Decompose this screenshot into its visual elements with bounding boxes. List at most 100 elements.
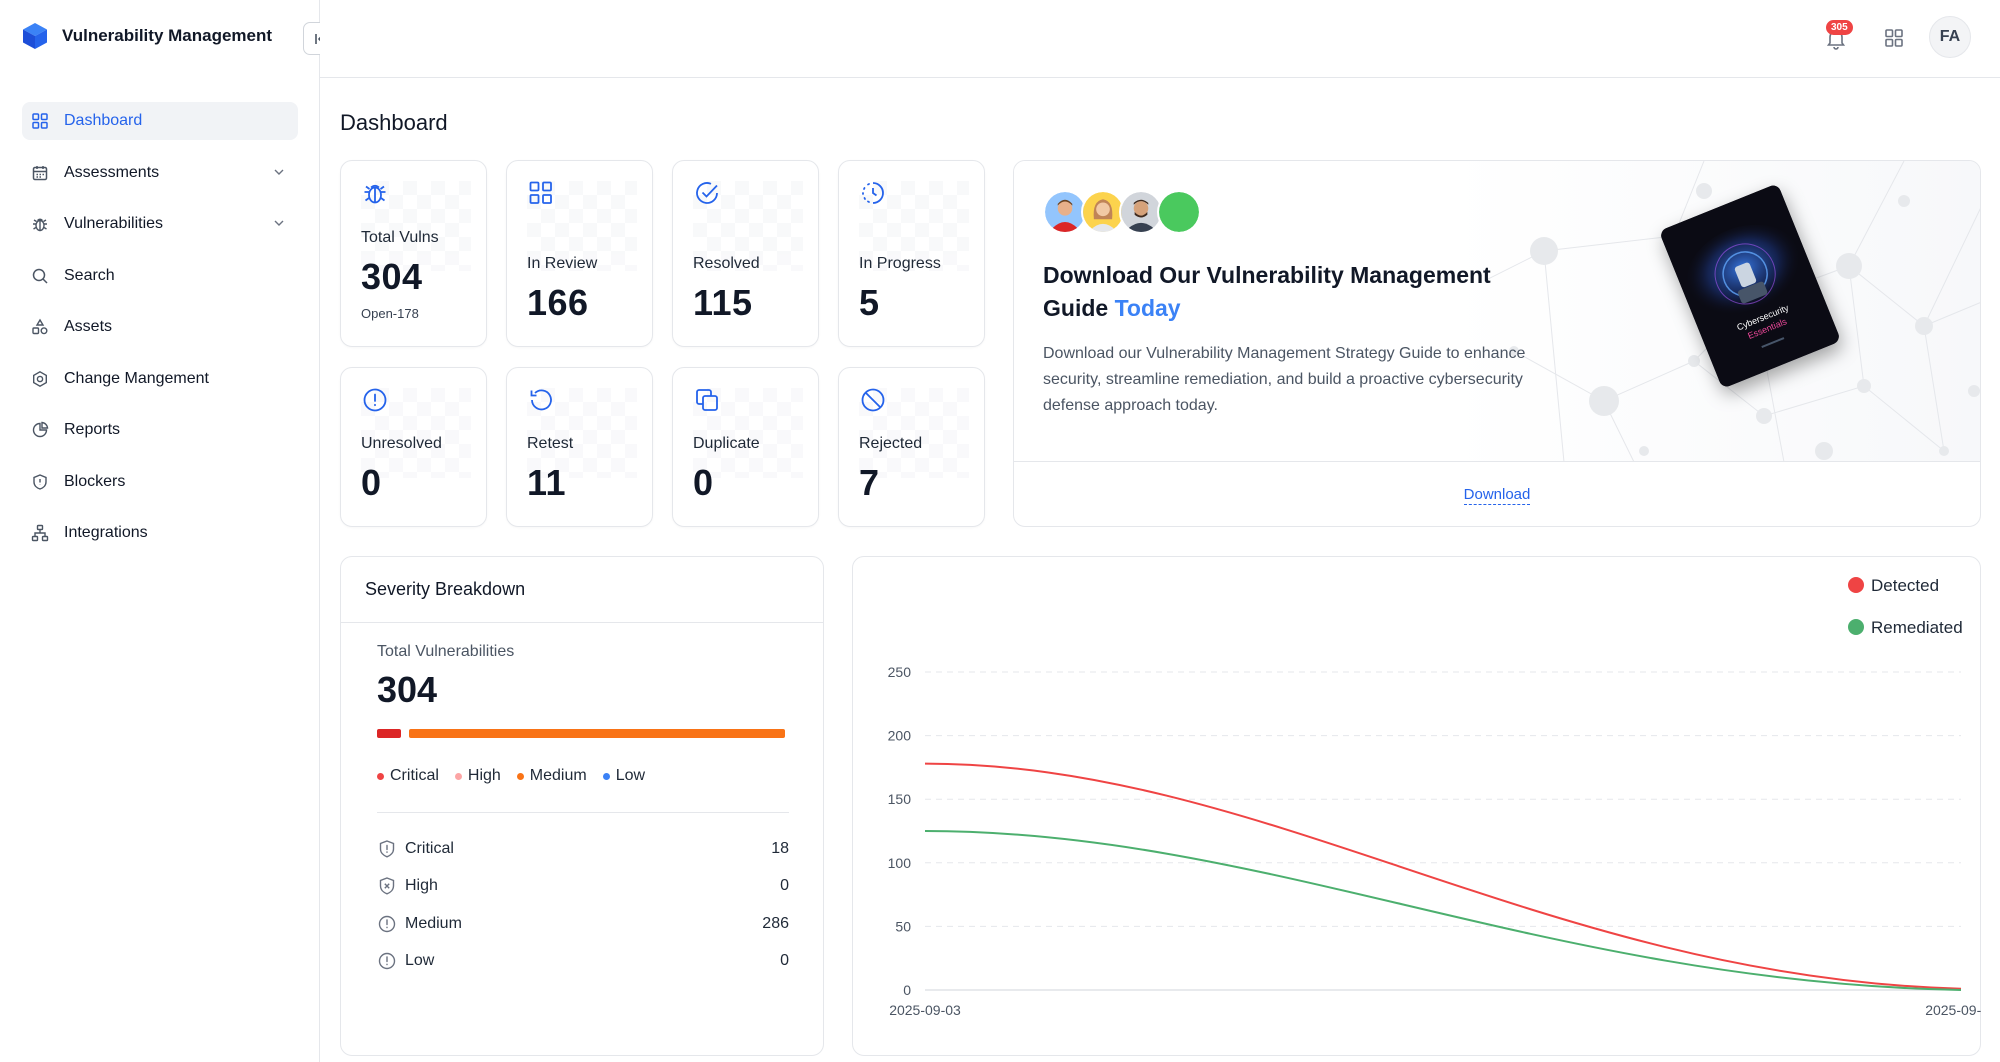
stat-label: Unresolved: [361, 435, 442, 452]
stat-card-in-progress[interactable]: In Progress 5: [838, 160, 985, 347]
notification-badge: 305: [1826, 20, 1853, 35]
severity-row-label: Low: [405, 952, 435, 970]
sidebar-item-reports[interactable]: Reports: [22, 411, 298, 449]
stat-value: 7: [859, 462, 880, 503]
stat-card-retest[interactable]: Retest 11: [506, 367, 653, 527]
sidebar-item-label: Reports: [64, 421, 121, 438]
bug-icon: [30, 214, 50, 234]
trend-chart-card: 0 50 100 150 200 250 2025-09-03 2025-09-12 Detec…: [852, 556, 1982, 1056]
sidebar-item-assessments[interactable]: Assessments: [22, 154, 298, 192]
severity-row-value: 0: [780, 952, 789, 970]
sidebar-item-label: Vulnerabilities: [64, 215, 164, 232]
legend-label: Medium: [529, 767, 587, 784]
shield-icon: [30, 472, 50, 492]
stat-label: Resolved: [693, 255, 760, 272]
legend-item-high: High: [454, 767, 501, 785]
clock-dashed-icon: [862, 182, 884, 204]
severity-list: Critical 18 High 0 Medium 286 Low 0: [377, 830, 789, 980]
card-pattern: [527, 388, 637, 478]
stat-value: 115: [693, 282, 753, 323]
brand[interactable]: Vulnerability Management: [22, 22, 272, 50]
sidebar-item-dashboard[interactable]: Dashboard: [22, 102, 298, 140]
download-link-wrapper: Download: [1014, 486, 1980, 505]
legend-label: Low: [615, 767, 646, 784]
ebook-cover: Cybersecurity Essentials: [1658, 183, 1842, 389]
stat-label: Total Vulns: [361, 229, 439, 246]
legend-dot: [377, 772, 384, 780]
ebook-art: Cybersecurity Essentials: [1658, 183, 1842, 389]
download-link[interactable]: Download: [1463, 486, 1531, 505]
sidebar-item-label: Dashboard: [64, 112, 143, 129]
pie-chart-icon: [30, 420, 50, 440]
guide-promo-card: Cybersecurity Essentials Download Our Vu…: [1013, 160, 1981, 527]
stat-label: In Review: [527, 255, 598, 272]
stat-value: 5: [859, 282, 880, 323]
stat-card-total-vulns[interactable]: Total Vulns 304 Open-178: [340, 160, 487, 347]
severity-row-value: 286: [762, 914, 789, 932]
severity-row-critical: Critical 18: [377, 830, 789, 868]
stat-value: 0: [693, 462, 714, 503]
severity-breakdown-card: Severity Breakdown Total Vulnerabilities…: [340, 556, 824, 1056]
sidebar-item-vulnerabilities[interactable]: Vulnerabilities: [22, 205, 298, 243]
card-pattern: [693, 181, 803, 271]
severity-row-value: 0: [780, 877, 789, 895]
severity-subtitle: Total Vulnerabilities: [377, 643, 515, 660]
sidebar-item-label: Assets: [64, 318, 113, 335]
topbar: [320, 0, 2000, 78]
card-pattern: [361, 388, 471, 478]
severity-progress-bar: [377, 729, 785, 738]
legend-marker: [1848, 619, 1864, 635]
divider: [377, 812, 789, 813]
shield-alert-icon: [379, 840, 395, 858]
severity-row-low: Low 0: [377, 943, 789, 981]
sidebar-item-label: Change Mangement: [64, 369, 209, 387]
severity-row-label: High: [405, 877, 438, 895]
legend-label: Detected: [1871, 576, 1939, 595]
severity-legend: Critical High Medium Low: [377, 767, 645, 785]
copy-icon: [696, 389, 718, 411]
stat-card-in-review[interactable]: In Review 166: [506, 160, 653, 347]
person-avatar-1: [1043, 190, 1087, 234]
chevron-down-icon[interactable]: [272, 216, 286, 230]
promo-title: Download Our Vulnerability Management Gu…: [1043, 259, 1523, 325]
sidebar-item-label: Assessments: [64, 163, 160, 181]
card-pattern: [859, 388, 969, 478]
sidebar-item-change-management[interactable]: Change Mangement: [22, 360, 298, 398]
user-avatar[interactable]: FA: [1929, 16, 1971, 58]
stat-value: 166: [527, 282, 589, 323]
legend-item-low: Low: [602, 767, 646, 785]
severity-row-value: 18: [771, 839, 789, 857]
apps-grid-icon[interactable]: [1882, 26, 1906, 50]
severity-title: Severity Breakdown: [341, 557, 823, 623]
y-tick-label: 150: [888, 791, 912, 807]
sidebar-item-search[interactable]: Search: [22, 257, 298, 295]
sidebar-item-blockers[interactable]: Blockers: [22, 463, 298, 501]
legend-dot: [454, 772, 462, 780]
y-tick-label: 50: [895, 918, 911, 934]
sidebar-item-integrations[interactable]: Integrations: [22, 514, 298, 552]
alert-circle-icon: [363, 388, 387, 412]
stat-card-resolved[interactable]: Resolved 115: [672, 160, 819, 347]
chevron-down-icon[interactable]: [272, 165, 286, 179]
settings-hex-icon: [30, 369, 50, 389]
bug-icon: [364, 184, 386, 204]
promo-title-accent: Today: [1114, 295, 1181, 321]
series-line-remediated: [924, 830, 1962, 991]
stat-label: Duplicate: [693, 435, 760, 452]
legend-item-medium: Medium: [516, 767, 587, 785]
severity-row-label: Medium: [405, 914, 462, 932]
sidebar-item-assets[interactable]: Assets: [22, 308, 298, 346]
promo-banner: Cybersecurity Essentials Download Our Vu…: [1014, 161, 1980, 462]
person-avatar-4: [1157, 190, 1201, 234]
severity-total: 304: [377, 669, 438, 710]
stat-card-rejected[interactable]: Rejected 7: [838, 367, 985, 527]
sidebar-item-label: Blockers: [64, 472, 126, 490]
cube-logo-icon: [23, 23, 47, 49]
stat-value: 11: [527, 462, 567, 503]
sidebar-item-label: Search: [64, 266, 115, 284]
promo-description: Download our Vulnerability Management St…: [1043, 345, 1526, 414]
stat-card-duplicate[interactable]: Duplicate 0: [672, 367, 819, 527]
person-avatar-2: [1081, 190, 1125, 234]
stat-value: 0: [361, 462, 382, 503]
stat-card-unresolved[interactable]: Unresolved 0: [340, 367, 487, 527]
